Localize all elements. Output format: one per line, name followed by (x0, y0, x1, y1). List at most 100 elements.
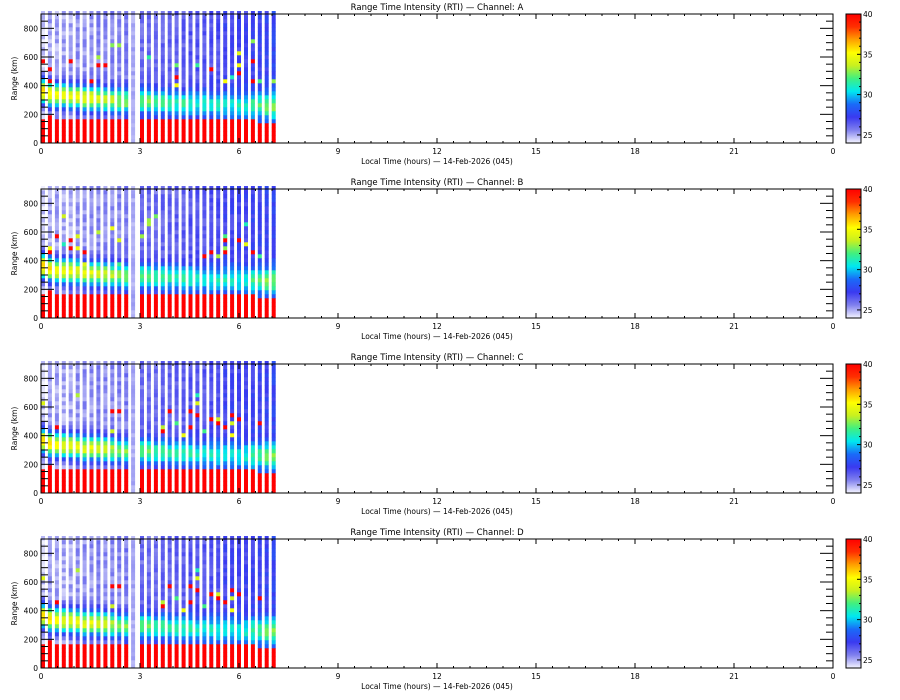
data-cell (188, 453, 193, 458)
data-cell (82, 238, 87, 243)
data-cell (75, 445, 80, 450)
data-cell (160, 656, 165, 661)
data-cell (82, 592, 87, 597)
data-cell (68, 433, 73, 438)
data-cell (188, 616, 193, 621)
data-cell (146, 656, 151, 661)
data-cell (237, 31, 241, 36)
data-cell (140, 592, 144, 597)
data-cell (202, 429, 207, 434)
data-cell (271, 286, 276, 291)
data-cell (68, 437, 73, 442)
data-cell (167, 278, 172, 283)
data-cell (110, 43, 115, 48)
data-cell (103, 202, 108, 207)
data-cell (140, 604, 144, 609)
data-cell (96, 206, 101, 211)
data-cell (230, 592, 235, 597)
data-cell (131, 254, 136, 259)
data-cell (244, 139, 248, 144)
data-cell (54, 660, 59, 665)
data-cell (202, 198, 207, 203)
data-cell (54, 266, 59, 271)
data-cell (195, 632, 200, 637)
data-cell (153, 274, 158, 279)
time-column (271, 361, 276, 494)
data-cell (167, 186, 172, 191)
data-cell (244, 23, 248, 28)
data-cell (75, 632, 80, 637)
data-cell (195, 469, 200, 474)
data-cell (167, 560, 172, 565)
data-cell (237, 401, 241, 406)
data-cell (202, 648, 207, 653)
data-cell (195, 600, 200, 605)
time-column (167, 11, 172, 144)
data-cell (41, 242, 45, 247)
data-cell (146, 536, 151, 541)
data-cell (237, 83, 241, 88)
data-cell (131, 644, 136, 649)
time-column (75, 361, 80, 494)
data-cell (117, 210, 122, 215)
data-cell (167, 258, 172, 263)
data-cell (237, 369, 241, 374)
data-cell (140, 608, 144, 613)
data-cell (89, 11, 94, 16)
data-cell (61, 294, 66, 299)
data-cell (153, 135, 158, 140)
data-cell (41, 393, 45, 398)
data-cell (140, 644, 144, 649)
data-cell (181, 664, 186, 669)
data-cell (230, 612, 235, 617)
data-cell (216, 481, 221, 486)
data-cell (181, 35, 186, 40)
data-cell (41, 103, 45, 108)
data-cell (244, 210, 248, 215)
data-cell (244, 202, 248, 207)
data-cell (153, 608, 158, 613)
data-cell (41, 572, 45, 577)
data-cell (103, 544, 108, 549)
data-cell (237, 266, 241, 271)
data-cell (202, 580, 207, 585)
data-cell (124, 198, 129, 203)
data-cell (223, 425, 228, 430)
data-cell (61, 620, 66, 625)
data-cell (216, 365, 221, 370)
data-cell (110, 660, 115, 665)
data-cell (195, 314, 200, 319)
data-cell (174, 95, 179, 100)
data-cell (244, 131, 248, 136)
data-cell (54, 393, 59, 398)
data-cell (103, 441, 108, 446)
data-cell (82, 306, 87, 311)
data-cell (146, 544, 151, 549)
data-cell (103, 385, 108, 390)
data-cell (124, 79, 129, 84)
data-cell (117, 67, 122, 72)
data-cell (250, 481, 255, 486)
data-cell (103, 656, 108, 661)
data-cell (96, 604, 101, 609)
data-cell (146, 294, 151, 299)
data-cell (110, 465, 115, 470)
data-cell (103, 214, 108, 219)
data-cell (68, 238, 73, 243)
data-cell (181, 592, 186, 597)
data-cell (250, 389, 255, 394)
data-cell (174, 306, 179, 311)
data-cell (250, 445, 255, 450)
data-cell (181, 624, 186, 629)
data-cell (146, 254, 151, 259)
data-cell (195, 548, 200, 553)
data-cell (188, 369, 193, 374)
data-cell (181, 381, 186, 386)
data-cell (75, 139, 80, 144)
data-cell (153, 596, 158, 601)
data-cell (216, 628, 221, 633)
data-cell (75, 636, 80, 641)
data-cell (54, 27, 59, 32)
data-cell (257, 465, 262, 470)
data-cell (223, 11, 228, 16)
